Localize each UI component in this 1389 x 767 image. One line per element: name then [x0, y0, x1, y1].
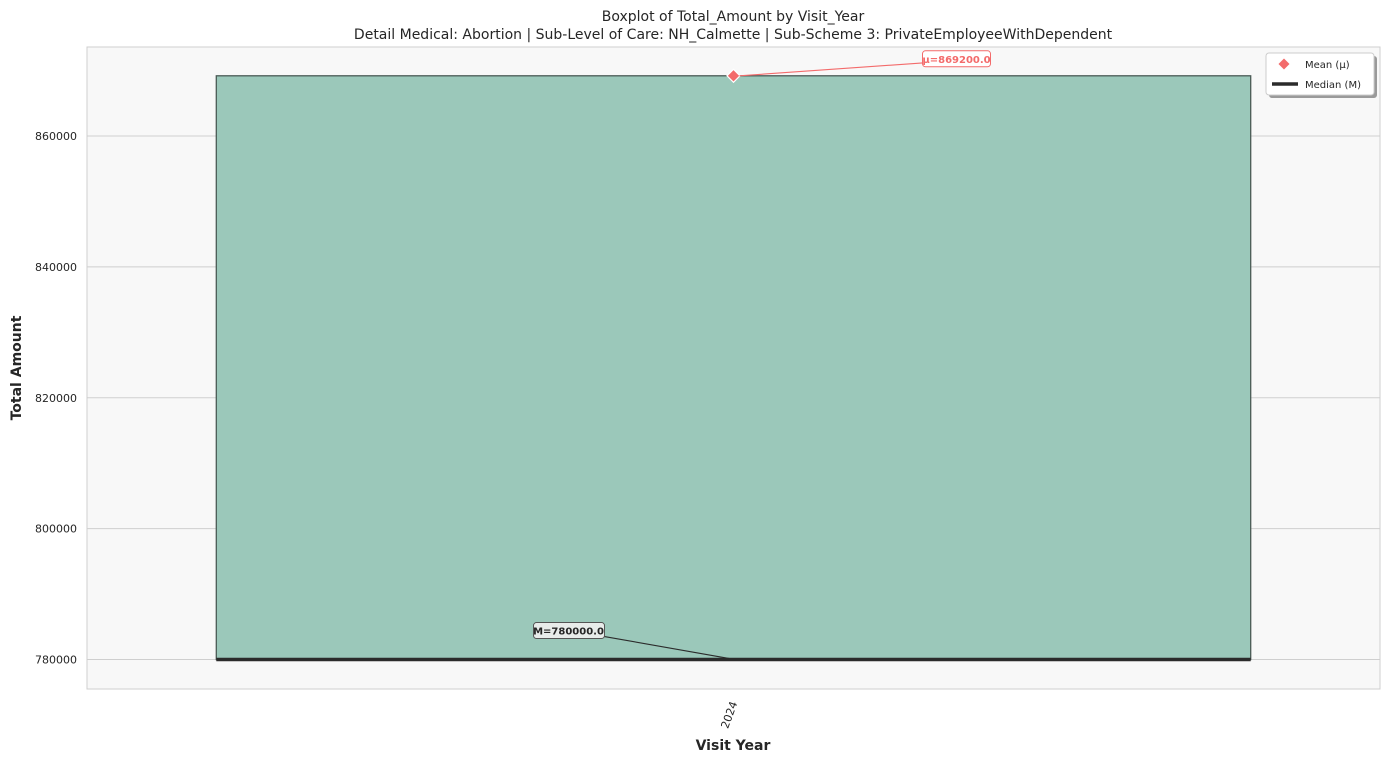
legend-label: Median (M) — [1305, 80, 1361, 91]
legend: Mean (μ) Median (M) — [1265, 52, 1377, 98]
legend-label: Mean (μ) — [1305, 60, 1350, 71]
median-annotation-label: M=780000.0 — [533, 627, 604, 638]
x-axis-label: Visit Year — [696, 738, 771, 754]
chart-title: Boxplot of Total_Amount by Visit_Year — [602, 9, 865, 25]
y-tick-label: 840000 — [35, 261, 77, 274]
mean-annotation-box — [922, 50, 991, 68]
legend-mean-marker — [1278, 58, 1290, 70]
y-axis-label: Total Amount — [9, 315, 25, 420]
mean-annotation-label: μ=869200.0 — [922, 55, 990, 66]
box — [215, 75, 1252, 661]
x-tick-labels: 2024 — [719, 700, 741, 731]
chart-subtitle: Detail Medical: Abortion | Sub-Level of … — [354, 27, 1113, 43]
x-tick-label: 2024 — [719, 700, 741, 731]
mean-annotation-arrow — [739, 62, 925, 77]
y-tick-label: 820000 — [35, 392, 77, 405]
median-annotation-arrow — [604, 636, 730, 660]
box-layer — [215, 68, 1252, 662]
mean-marker — [726, 68, 741, 84]
y-tick-label: 800000 — [35, 523, 77, 536]
median-annotation-box — [533, 622, 605, 640]
y-tick-label: 860000 — [35, 130, 77, 143]
y-tick-labels: 780000 800000 820000 840000 860000 — [35, 130, 77, 667]
annotations: μ=869200.0 M=780000.0 — [533, 50, 991, 660]
y-tick-label: 780000 — [35, 654, 77, 667]
